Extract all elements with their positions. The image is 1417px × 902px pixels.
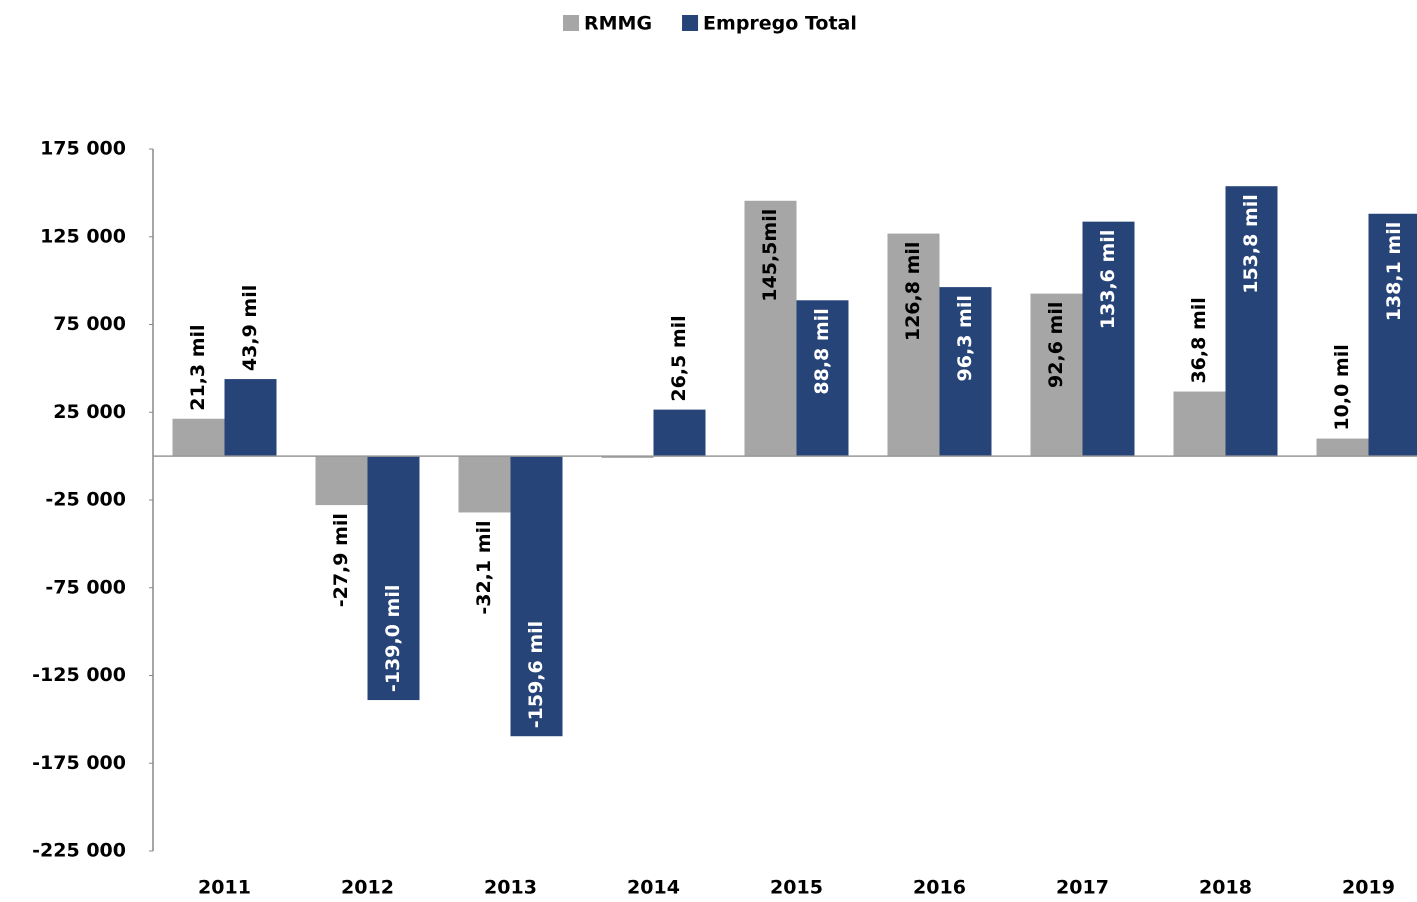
y-tick-label: -75 000 (45, 576, 126, 598)
x-tick-label: 2012 (341, 877, 394, 899)
bar (796, 300, 849, 457)
bar (1173, 391, 1226, 457)
bar (887, 233, 940, 457)
x-tick-label: 2015 (770, 877, 823, 899)
bar (1316, 438, 1369, 457)
x-tick-label: 2013 (484, 877, 537, 899)
bar (601, 456, 654, 458)
data-label: -159,6 mil (525, 621, 547, 728)
data-label: 96,3 mil (954, 295, 976, 381)
data-label: 138,1 mil (1383, 222, 1405, 322)
y-tick-label: -225 000 (32, 840, 126, 862)
data-label: -32,1 mil (473, 520, 495, 614)
bar (172, 418, 225, 457)
legend-swatch (563, 15, 579, 31)
bar (939, 287, 992, 457)
data-label: 21,3 mil (187, 324, 209, 410)
x-tick-label: 2019 (1342, 877, 1395, 899)
data-label: 133,6 mil (1097, 230, 1119, 330)
bar (367, 456, 420, 701)
bar (458, 456, 511, 513)
bar (1082, 221, 1135, 457)
data-label: 126,8 mil (902, 242, 924, 342)
data-label: -139,0 mil (382, 585, 404, 692)
legend-swatch (682, 15, 699, 31)
data-label: 88,8 mil (811, 308, 833, 394)
data-label: 36,8 mil (1188, 297, 1210, 383)
x-tick-label: 2011 (198, 877, 251, 899)
data-label: 145,5mil (759, 209, 781, 302)
y-tick-label: 25 000 (53, 401, 126, 423)
bar (1368, 213, 1417, 457)
x-tick-label: 2014 (627, 877, 680, 899)
data-label: 26,5 mil (668, 315, 690, 401)
y-tick-label: 125 000 (40, 225, 126, 247)
bar (510, 456, 563, 737)
bar (224, 379, 277, 457)
legend-label: RMMG (584, 13, 652, 35)
x-tick-label: 2018 (1199, 877, 1252, 899)
x-tick-label: 2017 (1056, 877, 1109, 899)
data-label: 43,9 mil (239, 285, 261, 371)
data-label: 153,8 mil (1240, 194, 1262, 294)
y-tick-label: -25 000 (45, 489, 126, 511)
bar (1225, 186, 1278, 457)
x-tick-label: 2016 (913, 877, 966, 899)
legend-label: Emprego Total (703, 13, 857, 35)
y-tick-label: 175 000 (40, 138, 126, 160)
data-label: 10,0 mil (1331, 344, 1353, 430)
bar (653, 409, 706, 457)
y-tick-label: 75 000 (53, 313, 126, 335)
data-label: 92,6 mil (1045, 302, 1067, 388)
y-tick-label: -125 000 (32, 664, 126, 686)
bar (315, 456, 368, 506)
bar (744, 200, 797, 457)
bar (1030, 293, 1083, 457)
data-label: -27,9 mil (330, 513, 352, 607)
y-tick-label: -175 000 (32, 752, 126, 774)
